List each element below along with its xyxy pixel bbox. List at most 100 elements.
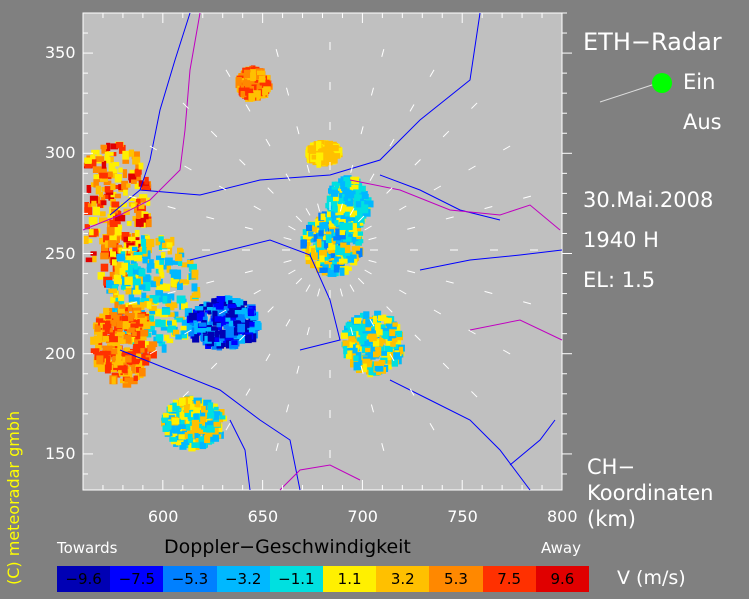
echo-pixel [115, 297, 123, 306]
towards-label: Towards [57, 539, 118, 557]
echo-pixel [128, 196, 137, 202]
echo-pixel [141, 292, 147, 301]
echo-pixel [161, 242, 168, 249]
echo-pixel [212, 434, 219, 439]
echo-pixel [137, 313, 145, 318]
echo-pixel [193, 413, 199, 420]
echo-pixel [188, 397, 193, 404]
echo-pixel [134, 182, 140, 190]
echo-pixel [378, 324, 386, 330]
echo-pixel [84, 163, 92, 169]
echo-pixel [331, 215, 340, 224]
echo-pixel [196, 313, 202, 322]
echo-pixel [213, 411, 221, 420]
away-label: Away [541, 539, 581, 557]
echo-pixel [348, 223, 357, 233]
tick-mark [283, 237, 292, 241]
echo-pixel [140, 348, 145, 353]
echo-pixel [216, 319, 221, 328]
echo-pixel [238, 314, 245, 320]
tick-mark [167, 206, 176, 210]
colorbar-cell: 3.2 [376, 566, 430, 592]
echo-pixel [327, 242, 333, 251]
echo-pixel [124, 315, 134, 322]
echo-pixel [136, 353, 142, 359]
echo-pixel [166, 265, 172, 273]
rivers-lakes [109, 12, 563, 491]
echo-pixel [104, 186, 113, 193]
echo-pixel [199, 441, 207, 450]
echo-pixel [368, 368, 374, 376]
echo-pixel [208, 408, 216, 415]
echo-pixel [225, 313, 232, 318]
echo-pixel [354, 220, 360, 228]
echo-pixel [107, 227, 115, 235]
colorbar-cell: −7.5 [110, 566, 164, 592]
echo-pixel [344, 252, 353, 259]
tick-mark [225, 69, 231, 78]
tick-mark [305, 208, 311, 216]
colorbar-cell: 5.3 [429, 566, 483, 592]
tick-mark [445, 280, 454, 284]
echo-pixel [319, 249, 327, 257]
echo-pixel [191, 292, 201, 298]
echo-pixel [333, 147, 343, 156]
echo-pixel [201, 406, 206, 413]
echo-pixel [129, 264, 136, 271]
echo-pixel [311, 154, 321, 160]
echo-pixel [307, 145, 317, 153]
echo-pixel [111, 307, 118, 315]
echo-pixel [302, 229, 307, 235]
echo-pixel [352, 231, 362, 237]
echo-pixel [383, 317, 392, 324]
tick-mark [275, 48, 279, 57]
echo-pixel [213, 421, 221, 427]
tick-mark [184, 165, 192, 171]
echo-pixel [84, 157, 92, 167]
echo-pixel [146, 345, 156, 352]
colorbar-cell: 9.6 [535, 566, 589, 592]
echo-pixel [144, 244, 152, 254]
echo-pixel [108, 288, 118, 294]
echo-pixel [337, 211, 344, 216]
echo-pixel [363, 325, 372, 331]
echo-pixel [108, 312, 118, 319]
echo-pixel [367, 349, 376, 359]
echo-pixel [158, 264, 164, 273]
echo-pixel [121, 262, 129, 271]
echo-pixel [340, 213, 347, 220]
echo-pixel [216, 296, 224, 303]
echo-pixel [341, 215, 346, 224]
echo-pixel [256, 70, 266, 76]
echo-pixel [136, 344, 143, 350]
echo-pixel [377, 315, 383, 321]
echo-pixel [340, 332, 348, 339]
echo-pixel [130, 257, 137, 264]
echo-pixel [316, 232, 323, 241]
tick-mark [502, 145, 511, 151]
echo-pixel [310, 237, 316, 243]
echo-pixel [247, 308, 255, 317]
echo-pixel [335, 247, 345, 255]
tick-mark [350, 164, 354, 173]
echo-pixel [126, 221, 132, 226]
tick-mark [128, 195, 137, 199]
echo-pixel [144, 176, 149, 185]
axis-ticks [83, 12, 572, 490]
echo-pixel [148, 350, 157, 359]
echo-pixel [162, 425, 170, 432]
x-tick-label: 650 [247, 507, 279, 526]
echo-pixel [146, 301, 152, 309]
echo-pixel [108, 171, 118, 179]
echo-pixel [334, 256, 342, 262]
echo-pixel [353, 189, 360, 196]
echo-pixel [354, 194, 362, 199]
echo-pixel [198, 429, 207, 434]
echo-pixel [131, 233, 137, 240]
echo-pixel [207, 333, 215, 342]
echo-pixel [344, 206, 354, 215]
echo-pixel [114, 262, 123, 269]
echo-pixel [235, 76, 242, 86]
echo-pixel [361, 191, 367, 196]
